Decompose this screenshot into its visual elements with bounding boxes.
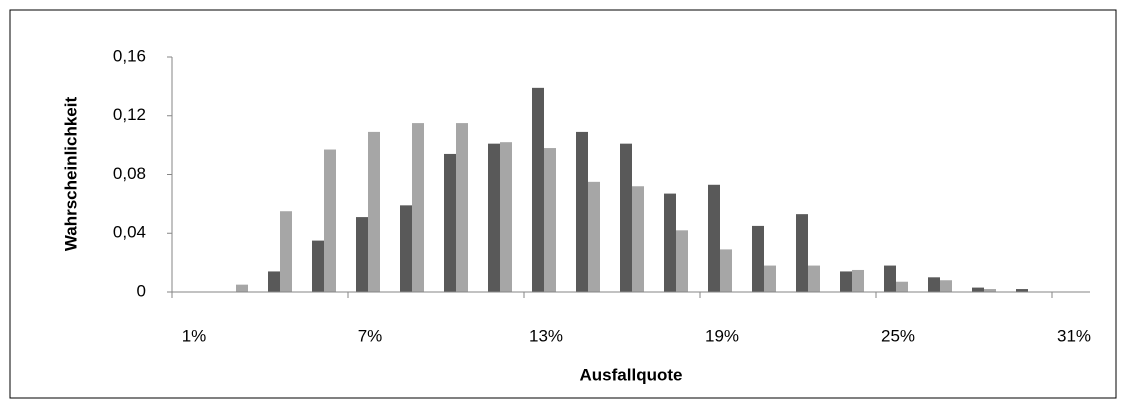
bar xyxy=(488,143,500,292)
bar xyxy=(884,265,896,292)
bar xyxy=(796,214,808,292)
x-tick-label: 19% xyxy=(705,326,739,345)
y-tick-label: 0,04 xyxy=(113,223,146,242)
y-axis-title: Wahrscheinlichkeit xyxy=(61,97,80,252)
bar xyxy=(456,123,468,292)
bar xyxy=(268,271,280,292)
bar xyxy=(972,287,984,292)
y-tick-label: 0,12 xyxy=(113,105,146,124)
bar xyxy=(852,269,864,292)
bar xyxy=(840,271,852,292)
y-tick-label: 0 xyxy=(137,281,146,300)
x-tick-label: 7% xyxy=(358,326,383,345)
bar xyxy=(588,181,600,292)
bar xyxy=(940,280,952,292)
bar xyxy=(576,131,588,292)
bar xyxy=(356,217,368,292)
bar xyxy=(720,249,732,292)
bar xyxy=(312,240,324,292)
bar xyxy=(664,193,676,292)
bar xyxy=(444,153,456,292)
x-tick-label: 13% xyxy=(529,326,563,345)
y-tick-label: 0,08 xyxy=(113,164,146,183)
bar xyxy=(532,87,544,292)
bar xyxy=(752,225,764,292)
bar xyxy=(984,289,996,292)
bar xyxy=(368,131,380,292)
bar xyxy=(280,211,292,292)
bar xyxy=(500,142,512,292)
bar xyxy=(412,123,424,292)
bar xyxy=(620,143,632,292)
x-axis-title: Ausfallquote xyxy=(580,365,683,384)
bar xyxy=(676,230,688,292)
x-tick-label: 25% xyxy=(881,326,915,345)
bar xyxy=(896,281,908,292)
x-tick-label: 1% xyxy=(182,326,207,345)
bar xyxy=(808,265,820,292)
bar xyxy=(708,184,720,292)
bar xyxy=(400,205,412,292)
bar xyxy=(544,148,556,292)
bar xyxy=(764,265,776,292)
x-tick-label: 31% xyxy=(1057,326,1091,345)
y-tick-label: 0,16 xyxy=(113,46,146,65)
chart-frame xyxy=(9,9,1117,399)
bar xyxy=(928,277,940,292)
bar xyxy=(632,186,644,292)
bar xyxy=(324,149,336,292)
bar xyxy=(236,284,248,292)
bar xyxy=(1016,289,1028,292)
